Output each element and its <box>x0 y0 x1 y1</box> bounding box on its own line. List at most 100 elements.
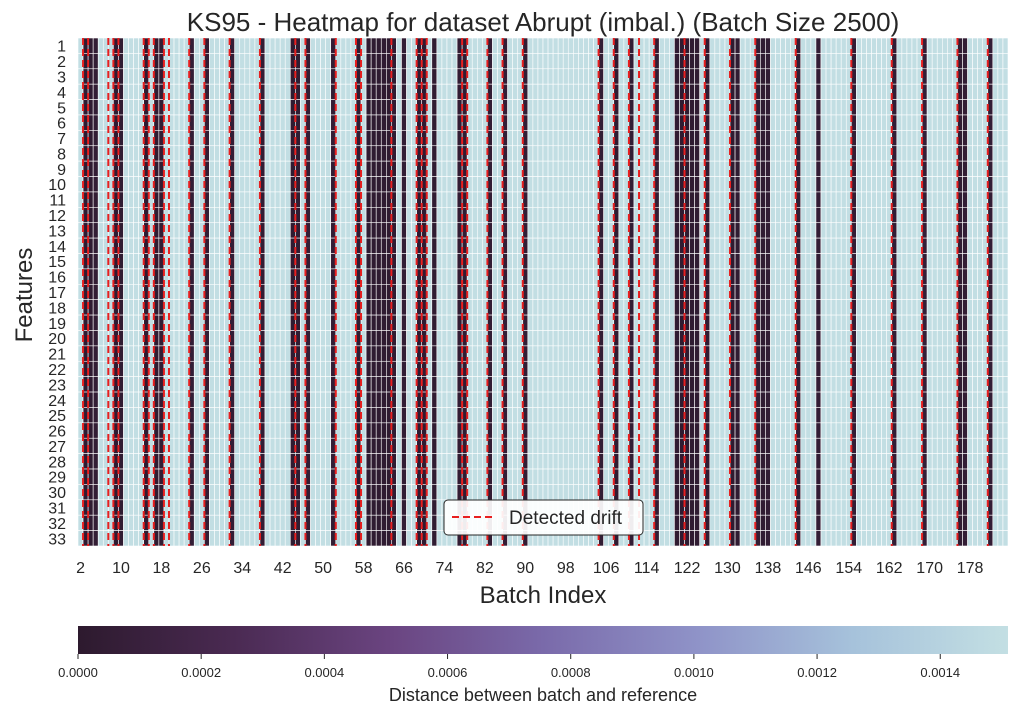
heatmap-cell <box>320 68 326 85</box>
heatmap-cell <box>557 160 564 177</box>
heatmap-cell <box>214 330 220 347</box>
heatmap-cell <box>279 514 286 531</box>
heatmap-cell <box>431 268 438 285</box>
heatmap-cell <box>542 83 549 100</box>
heatmap-cell <box>739 284 746 300</box>
heatmap-cell <box>279 376 286 393</box>
heatmap-cell <box>658 237 665 254</box>
heatmap-cell <box>719 207 726 224</box>
heatmap-cell <box>512 299 519 316</box>
heatmap-cell <box>532 268 539 285</box>
heatmap-cell <box>219 453 225 470</box>
heatmap-cell <box>643 437 650 454</box>
heatmap-cell <box>562 83 569 100</box>
heatmap-cell <box>128 130 134 147</box>
heatmap-cell <box>537 68 544 85</box>
heatmap-cell <box>557 83 564 100</box>
heatmap-cell <box>310 422 316 439</box>
heatmap-cell <box>815 160 822 177</box>
heatmap-cell <box>714 499 721 516</box>
heatmap-cell <box>492 330 498 347</box>
heatmap-cell <box>775 284 781 300</box>
heatmap-cell <box>345 407 352 424</box>
heatmap-cell <box>284 530 291 547</box>
heatmap-cell <box>820 330 827 347</box>
heatmap-cell <box>214 514 220 531</box>
heatmap-cell <box>178 345 185 362</box>
heatmap-cell <box>279 437 286 454</box>
heatmap-cell <box>264 207 271 224</box>
heatmap-cell <box>133 130 139 147</box>
heatmap-cell <box>825 407 832 424</box>
heatmap-cell <box>320 268 326 285</box>
heatmap-cell <box>97 268 104 285</box>
heatmap-cell <box>375 176 382 193</box>
heatmap-cell <box>315 176 321 193</box>
heatmap-cell <box>264 176 271 193</box>
heatmap-cell <box>279 422 286 439</box>
heatmap-cell <box>436 207 443 224</box>
heatmap-cell <box>815 360 822 377</box>
heatmap-cell <box>451 314 458 331</box>
heatmap-cell <box>512 484 519 501</box>
heatmap-cell <box>583 176 589 193</box>
heatmap-cell <box>234 376 241 393</box>
heatmap-cell <box>249 222 256 239</box>
heatmap-cell <box>835 130 842 147</box>
heatmap-cell <box>674 345 680 362</box>
heatmap-cell <box>209 268 215 285</box>
heatmap-cell <box>810 268 817 285</box>
heatmap-cell <box>552 253 559 270</box>
heatmap-cell <box>193 176 200 193</box>
heatmap-cell <box>214 68 220 85</box>
heatmap-cell <box>744 453 751 470</box>
heatmap-cell <box>603 222 610 239</box>
heatmap-cell <box>92 468 99 485</box>
heatmap-cell <box>714 68 721 85</box>
heatmap-cell <box>401 514 407 531</box>
heatmap-cell <box>780 484 786 501</box>
heatmap-cell <box>527 407 534 424</box>
heatmap-cell <box>507 360 513 377</box>
heatmap-cell <box>664 345 670 362</box>
heatmap-cell <box>800 453 807 470</box>
heatmap-cell <box>173 83 180 100</box>
heatmap-cell <box>279 330 286 347</box>
heatmap-cell <box>583 453 589 470</box>
heatmap-cell <box>446 484 453 501</box>
heatmap-cell <box>401 391 407 408</box>
heatmap-cell <box>441 207 448 224</box>
heatmap-cell <box>345 222 352 239</box>
heatmap-cell <box>264 68 271 85</box>
heatmap-cell <box>542 345 549 362</box>
heatmap-cell <box>820 360 827 377</box>
heatmap-cell <box>573 330 579 347</box>
heatmap-cell <box>234 284 241 300</box>
heatmap-cell <box>436 53 443 70</box>
heatmap-cell <box>128 268 134 285</box>
heatmap-cell <box>734 53 741 70</box>
heatmap-cell <box>810 176 817 193</box>
heatmap-cell <box>643 160 650 177</box>
heatmap-cell <box>244 191 251 208</box>
heatmap-cell <box>441 345 448 362</box>
heatmap-cell <box>401 222 407 239</box>
heatmap-cell <box>583 99 589 116</box>
heatmap-cell <box>810 514 817 531</box>
heatmap-cell <box>274 391 281 408</box>
heatmap-cell <box>583 284 589 300</box>
heatmap-cell <box>234 191 241 208</box>
heatmap-cell <box>765 53 771 70</box>
heatmap-cell <box>431 360 438 377</box>
heatmap-cell <box>775 330 781 347</box>
heatmap-cell <box>578 407 584 424</box>
heatmap-cell <box>219 160 225 177</box>
heatmap-cell <box>770 453 776 470</box>
heatmap-cell <box>370 376 377 393</box>
heatmap-cell <box>603 314 610 331</box>
heatmap-cell <box>800 514 807 531</box>
heatmap-cell <box>320 114 326 131</box>
heatmap-cell <box>820 468 827 485</box>
heatmap-cell <box>133 253 139 270</box>
heatmap-cell <box>310 530 316 547</box>
